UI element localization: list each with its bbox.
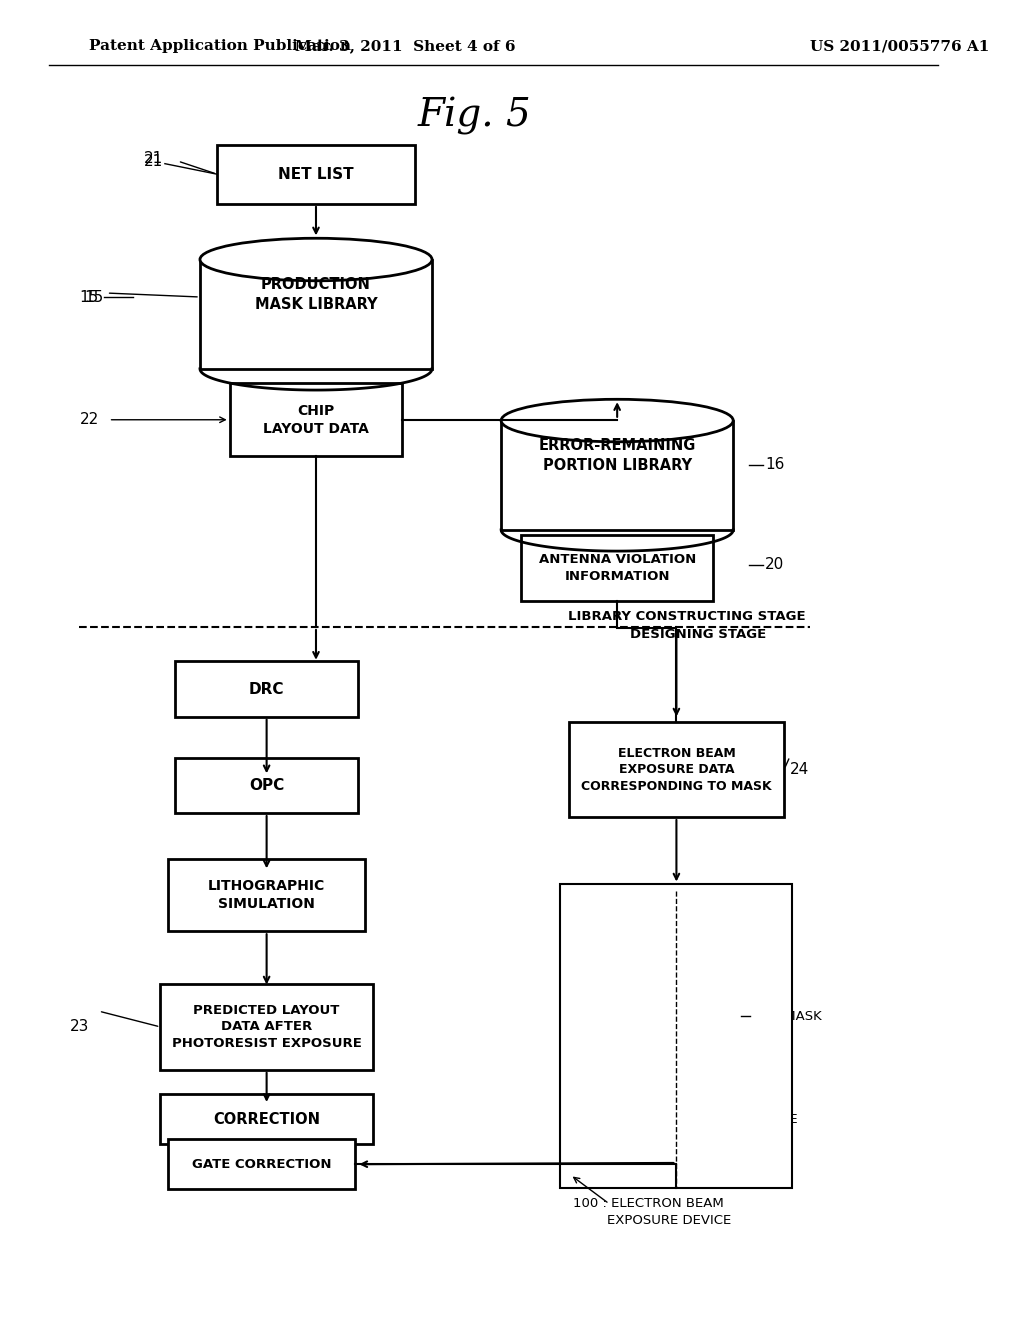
Bar: [200, 260, 432, 368]
Bar: [229, 383, 402, 455]
Text: Patent Application Publication: Patent Application Publication: [89, 40, 351, 53]
Bar: [168, 1139, 355, 1189]
Text: PRODUCTION
MASK LIBRARY: PRODUCTION MASK LIBRARY: [255, 277, 377, 312]
Bar: [590, 1096, 763, 1135]
Text: Fig. 5: Fig. 5: [417, 98, 530, 135]
Text: 21: 21: [143, 150, 163, 166]
Ellipse shape: [501, 400, 733, 442]
Text: 22: 22: [80, 412, 98, 428]
Text: ELECTRON BEAM
EXPOSURE DATA
CORRESPONDING TO MASK: ELECTRON BEAM EXPOSURE DATA CORRESPONDIN…: [581, 747, 772, 792]
Bar: [175, 661, 358, 717]
Text: OPC: OPC: [249, 777, 285, 793]
Text: 20: 20: [765, 557, 784, 573]
Text: DESIGNING STAGE: DESIGNING STAGE: [630, 628, 766, 642]
Text: 23: 23: [70, 1019, 89, 1035]
Bar: [217, 144, 415, 205]
Text: ANTENNA VIOLATION
INFORMATION: ANTENNA VIOLATION INFORMATION: [539, 553, 695, 582]
Text: DRC: DRC: [249, 681, 285, 697]
Text: 15: 15: [84, 289, 103, 305]
Text: US 2011/0055776 A1: US 2011/0055776 A1: [810, 40, 989, 53]
Text: 100 : ELECTRON BEAM
        EXPOSURE DEVICE: 100 : ELECTRON BEAM EXPOSURE DEVICE: [572, 1197, 731, 1226]
Bar: [600, 1077, 753, 1101]
Bar: [521, 535, 714, 601]
Text: PREDICTED LAYOUT
DATA AFTER
PHOTORESIST EXPOSURE: PREDICTED LAYOUT DATA AFTER PHOTORESIST …: [172, 1005, 361, 1049]
Text: NET LIST: NET LIST: [279, 166, 354, 182]
Bar: [560, 884, 793, 1188]
Text: GATE CORRECTION: GATE CORRECTION: [191, 1158, 332, 1171]
Text: LITHOGRAPHIC
SIMULATION: LITHOGRAPHIC SIMULATION: [208, 879, 326, 911]
Text: 21: 21: [143, 153, 163, 169]
Text: 16: 16: [765, 457, 784, 473]
Bar: [168, 859, 366, 932]
Bar: [568, 722, 784, 817]
Text: CORRECTION: CORRECTION: [213, 1111, 321, 1127]
Bar: [649, 891, 703, 997]
Text: Mar. 3, 2011  Sheet 4 of 6: Mar. 3, 2011 Sheet 4 of 6: [295, 40, 515, 53]
Text: LIBRARY CONSTRUCTING STAGE: LIBRARY CONSTRUCTING STAGE: [567, 610, 806, 623]
Bar: [161, 1094, 373, 1144]
Bar: [175, 758, 358, 813]
Text: 24: 24: [790, 762, 809, 777]
Bar: [617, 1005, 735, 1034]
Bar: [161, 985, 373, 1069]
Text: ERROR-REMAINING
PORTION LIBRARY: ERROR-REMAINING PORTION LIBRARY: [539, 438, 696, 473]
Text: 102 : MASK: 102 : MASK: [745, 1010, 821, 1023]
Text: 101 :
SAMPLE: 101 : SAMPLE: [745, 1097, 798, 1126]
Ellipse shape: [200, 238, 432, 281]
Bar: [501, 421, 733, 529]
Text: CHIP
LAYOUT DATA: CHIP LAYOUT DATA: [263, 404, 369, 436]
Text: 15: 15: [80, 289, 98, 305]
